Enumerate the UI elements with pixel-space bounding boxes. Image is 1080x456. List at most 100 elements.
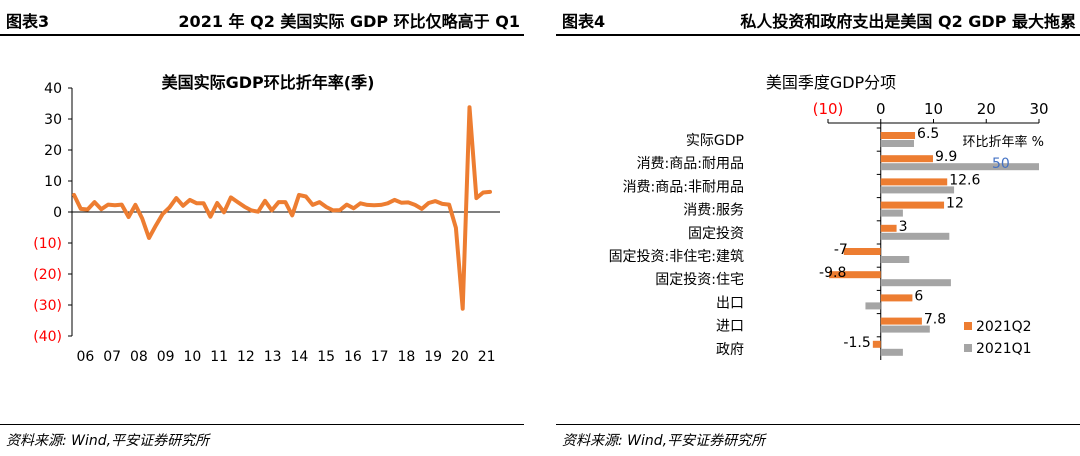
bar-chart: 美国季度GDP分项 环比折年率 % (10) 0 10 20 30 6.5 9.9 12.6… — [609, 73, 1049, 360]
x-tick-label: 30 — [1029, 100, 1048, 118]
x-tick-label: (10) — [813, 100, 844, 118]
figure-footer: 资料来源: Wind,平安证券研究所 — [0, 424, 524, 456]
x-axis: (10) 0 10 20 30 — [813, 100, 1049, 360]
category-label: 消费:商品:耐用品 — [637, 156, 744, 172]
data-label-2021q2: 12.6 — [949, 172, 980, 188]
unit-label: 环比折年率 % — [963, 134, 1045, 150]
x-tick-label: 14 — [290, 349, 308, 365]
legend-swatch — [964, 344, 972, 352]
bar-2021q2 — [829, 271, 881, 279]
figure-header: 图表3 2021 年 Q2 美国实际 GDP 环比仅略高于 Q1 — [0, 0, 524, 36]
category-label: 实际GDP — [686, 133, 744, 149]
figure-label: 图表4 — [562, 12, 606, 31]
x-tick-label: 11 — [210, 349, 228, 365]
bar-2021q2 — [880, 201, 945, 209]
bar-2021q2 — [880, 224, 897, 232]
category-label: 固定投资:非住宅:建筑 — [609, 249, 744, 265]
legend: 2021Q2 2021Q1 — [964, 319, 1032, 357]
figure-panel-3: 图表3 2021 年 Q2 美国实际 GDP 环比仅略高于 Q1 美国实际GDP… — [0, 0, 524, 455]
x-tick-label: 21 — [478, 349, 496, 365]
figure-title: 2021 年 Q2 美国实际 GDP 环比仅略高于 Q1 — [178, 12, 520, 31]
x-tick-label: 08 — [130, 349, 148, 365]
data-label-2021q2: 7.8 — [924, 312, 946, 328]
line-chart: 美国实际GDP环比折年率(季) 40 30 20 10 0 (10) (20) (30) (40… — [33, 73, 500, 365]
bar-2021q1 — [880, 279, 951, 287]
x-tick-label: 16 — [344, 349, 362, 365]
x-tick-label: 07 — [103, 349, 121, 365]
bar-2021q1 — [880, 256, 910, 263]
data-label-2021q2: -7 — [834, 242, 848, 258]
legend-label: 2021Q2 — [976, 319, 1032, 335]
x-tick-label: 10 — [183, 349, 201, 365]
figure-panel-4: 图表4 私人投资和政府支出是美国 Q2 GDP 最大拖累 美国季度GDP分项 环… — [556, 0, 1080, 455]
x-tick-label: 12 — [237, 349, 255, 365]
x-tick-label: 18 — [397, 349, 415, 365]
data-label-2021q2: 6 — [914, 288, 923, 304]
y-tick-label: 10 — [44, 174, 62, 190]
y-tick-label: 40 — [44, 81, 62, 97]
bar-2021q1 — [880, 163, 1039, 171]
data-label-2021q2: 6.5 — [917, 126, 939, 142]
bar-group: 6.5 9.9 12.6 12 3 -7 -9.8 67.8 -1.5 50 — [819, 126, 1039, 356]
bar-2021q2 — [843, 248, 881, 255]
category-label: 出口 — [716, 295, 744, 311]
x-tick-label: 20 — [977, 100, 996, 118]
y-tick-label: (10) — [33, 236, 62, 252]
legend-label: 2021Q1 — [976, 341, 1032, 357]
y-tick-label: (30) — [33, 298, 62, 314]
y-axis: 40 30 20 10 0 (10) (20) (30) (40) — [33, 81, 73, 345]
bar-2021q2 — [880, 317, 922, 325]
y-tick-label: 20 — [44, 143, 62, 159]
chart-title: 美国实际GDP环比折年率(季) — [162, 73, 375, 92]
source-note: 资料来源: Wind,平安证券研究所 — [6, 433, 210, 449]
legend-swatch — [964, 322, 972, 330]
bar-2021q2 — [872, 340, 881, 348]
bar-2021q2 — [880, 178, 948, 186]
category-label: 消费:服务 — [683, 203, 744, 219]
y-tick-label: (40) — [33, 329, 62, 345]
bar-2021q1 — [865, 302, 881, 310]
x-tick-label: 17 — [371, 349, 389, 365]
bar-2021q1 — [880, 140, 914, 147]
category-label: 政府 — [716, 342, 744, 358]
category-label: 消费:商品:非耐用品 — [623, 179, 744, 195]
x-axis: 06 07 08 09 10 11 12 13 14 15 16 17 18 19 20 21 — [72, 211, 500, 365]
bar-2021q1 — [880, 209, 903, 217]
bar-2021q1 — [880, 348, 903, 356]
bar-2021q2 — [880, 294, 913, 302]
category-labels: 实际GDP 消费:商品:耐用品消费:商品:非耐用品消费:服务固定投资固定投资:非住… — [609, 133, 744, 358]
figure-title: 私人投资和政府支出是美国 Q2 GDP 最大拖累 — [740, 12, 1076, 31]
data-label-2021q2: 12 — [946, 196, 964, 212]
x-tick-label: 10 — [924, 100, 943, 118]
data-label-2021q2: -9.8 — [819, 265, 846, 281]
data-label-2021q2: 3 — [899, 219, 908, 235]
category-label: 固定投资:住宅 — [655, 272, 744, 288]
data-label-2021q2: 9.9 — [935, 149, 957, 165]
source-note: 资料来源: Wind,平安证券研究所 — [562, 433, 766, 449]
figure-header: 图表4 私人投资和政府支出是美国 Q2 GDP 最大拖累 — [556, 0, 1080, 36]
data-label-2021q2: -1.5 — [843, 335, 870, 351]
figure-label: 图表3 — [6, 12, 50, 31]
category-label: 进口 — [716, 319, 744, 335]
x-tick-label: 13 — [264, 349, 282, 365]
bar-2021q2 — [880, 132, 916, 139]
category-label: 固定投资 — [688, 226, 744, 242]
y-tick-label: 0 — [53, 205, 62, 221]
x-tick-label: 15 — [317, 349, 335, 365]
x-tick-label: 06 — [76, 349, 94, 365]
chart-title: 美国季度GDP分项 — [766, 73, 896, 92]
bar-2021q2 — [880, 155, 933, 163]
y-tick-label: (20) — [33, 267, 62, 283]
x-tick-label: 19 — [424, 349, 442, 365]
x-tick-label: 0 — [876, 100, 886, 118]
x-tick-label: 09 — [157, 349, 175, 365]
bar-2021q1 — [880, 325, 930, 333]
bar-2021q1 — [880, 232, 950, 240]
figure-footer: 资料来源: Wind,平安证券研究所 — [556, 424, 1080, 456]
overflow-annotation: 50 — [992, 156, 1010, 172]
series-line-group — [72, 105, 492, 311]
bar-2021q1 — [880, 186, 955, 194]
x-tick-label: 20 — [451, 349, 469, 365]
series-line — [72, 105, 492, 311]
y-tick-label: 30 — [44, 112, 62, 128]
